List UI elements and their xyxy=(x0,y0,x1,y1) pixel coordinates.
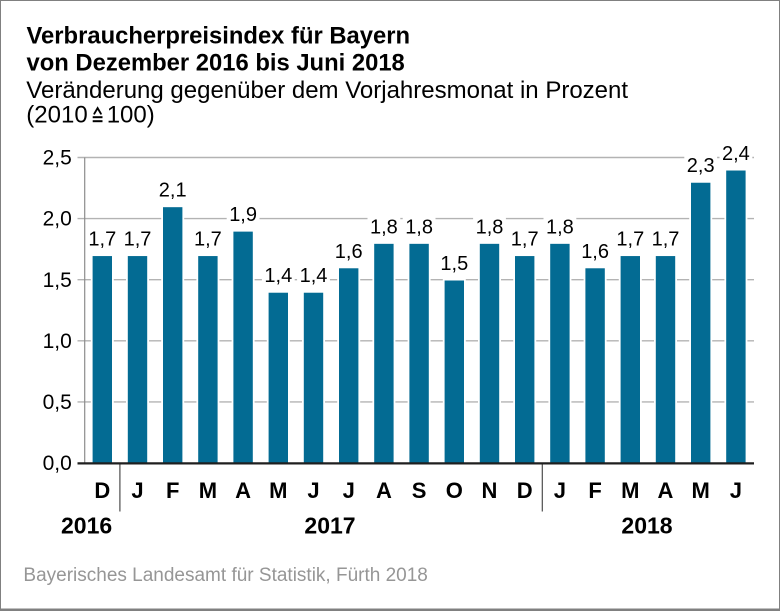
svg-text:J: J xyxy=(343,478,355,503)
svg-text:0,0: 0,0 xyxy=(43,452,72,475)
svg-text:F: F xyxy=(166,478,179,503)
svg-text:F: F xyxy=(588,478,601,503)
svg-text:1,0: 1,0 xyxy=(43,330,72,353)
svg-text:1,7: 1,7 xyxy=(124,229,152,251)
svg-text:(2010: (2010 xyxy=(26,102,87,129)
svg-text:1,6: 1,6 xyxy=(335,241,363,263)
svg-text:0,5: 0,5 xyxy=(43,391,72,414)
svg-text:1,6: 1,6 xyxy=(581,241,609,263)
svg-text:A: A xyxy=(376,478,392,503)
svg-text:von Dezember 2016 bis Juni 201: von Dezember 2016 bis Juni 2018 xyxy=(27,49,405,76)
svg-text:J: J xyxy=(307,478,319,503)
svg-text:2,1: 2,1 xyxy=(159,180,187,202)
svg-text:2017: 2017 xyxy=(304,513,355,539)
svg-text:N: N xyxy=(482,478,498,503)
svg-text:J: J xyxy=(554,478,566,503)
svg-text:2,5: 2,5 xyxy=(43,147,72,170)
svg-text:A: A xyxy=(235,478,251,503)
svg-text:M: M xyxy=(199,478,217,503)
svg-text:Verbraucherpreisindex für Baye: Verbraucherpreisindex für Bayern xyxy=(27,23,411,50)
svg-text:1,8: 1,8 xyxy=(405,216,433,238)
svg-text:1,5: 1,5 xyxy=(440,253,468,275)
svg-text:S: S xyxy=(412,478,427,503)
svg-text:A: A xyxy=(658,478,674,503)
svg-text:2016: 2016 xyxy=(61,513,112,539)
svg-text:2,4: 2,4 xyxy=(722,143,750,165)
svg-text:J: J xyxy=(730,478,742,503)
svg-text:1,8: 1,8 xyxy=(546,216,574,238)
svg-text:2,3: 2,3 xyxy=(687,155,715,177)
svg-text:1,9: 1,9 xyxy=(229,204,257,226)
svg-text:1,5: 1,5 xyxy=(43,269,72,292)
svg-text:1,8: 1,8 xyxy=(370,216,398,238)
svg-text:D: D xyxy=(517,478,533,503)
svg-text:O: O xyxy=(446,478,463,503)
svg-text:1,7: 1,7 xyxy=(616,229,644,251)
svg-text:100): 100) xyxy=(107,102,155,129)
svg-text:1,7: 1,7 xyxy=(88,229,116,251)
svg-text:D: D xyxy=(94,478,110,503)
svg-text:1,7: 1,7 xyxy=(652,229,680,251)
svg-text:M: M xyxy=(269,478,287,503)
svg-text:1,8: 1,8 xyxy=(476,216,504,238)
svg-text:M: M xyxy=(621,478,639,503)
svg-text:1,4: 1,4 xyxy=(300,265,328,287)
svg-text:1,7: 1,7 xyxy=(194,229,222,251)
svg-text:2,0: 2,0 xyxy=(43,208,72,231)
svg-text:Veränderung gegenüber dem Vorj: Veränderung gegenüber dem Vorjahresmonat… xyxy=(26,77,628,104)
svg-text:1,7: 1,7 xyxy=(511,229,539,251)
svg-text:J: J xyxy=(131,478,143,503)
svg-text:1,4: 1,4 xyxy=(264,265,292,287)
svg-text:Bayerisches Landesamt für Stat: Bayerisches Landesamt für Statistik, Für… xyxy=(23,565,427,586)
svg-text:M: M xyxy=(692,478,710,503)
svg-text:2018: 2018 xyxy=(621,513,672,539)
